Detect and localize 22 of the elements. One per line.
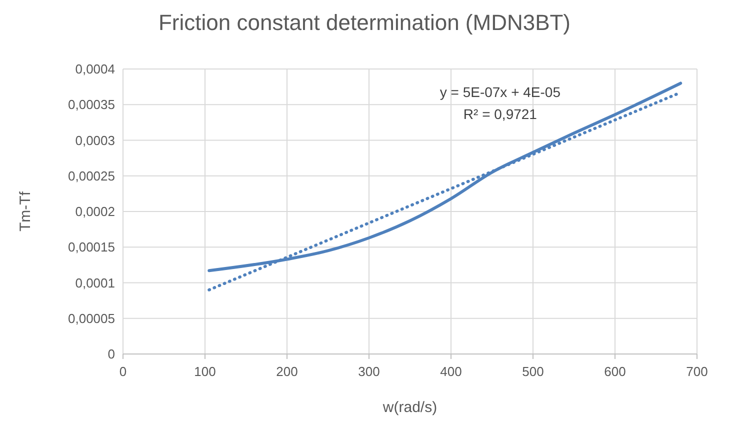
chart-title: Friction constant determination (MDN3BT): [158, 10, 571, 35]
y-tick-label: 0,00035: [68, 97, 115, 112]
y-tick-label: 0,0003: [75, 132, 115, 148]
x-tick-label: 0: [119, 364, 127, 379]
annotation: y = 5E-07x + 4E-05: [440, 84, 561, 100]
x-axis-title: w(rad/s): [382, 399, 438, 416]
y-tick-label: 0,00015: [68, 240, 115, 255]
y-tick-label: 0,0004: [75, 62, 115, 77]
x-tick-label: 200: [276, 364, 298, 379]
x-tick-label: 300: [358, 364, 380, 379]
x-tick-label: 400: [440, 364, 462, 379]
y-tick-label: 0,0002: [75, 204, 115, 220]
x-tick-label: 500: [522, 364, 544, 379]
annotation: R² = 0,9721: [463, 106, 538, 122]
y-tick-label: 0: [108, 346, 115, 362]
x-tick-label: 700: [686, 364, 708, 379]
y-tick-label: 0,0001: [75, 275, 115, 290]
y-axis-title: Tm-Tf: [17, 190, 34, 232]
y-tick-label: 0,00025: [68, 168, 115, 184]
x-tick-label: 100: [194, 364, 216, 379]
y-tick-label: 0,00005: [68, 310, 115, 326]
x-tick-label: 600: [604, 364, 626, 379]
